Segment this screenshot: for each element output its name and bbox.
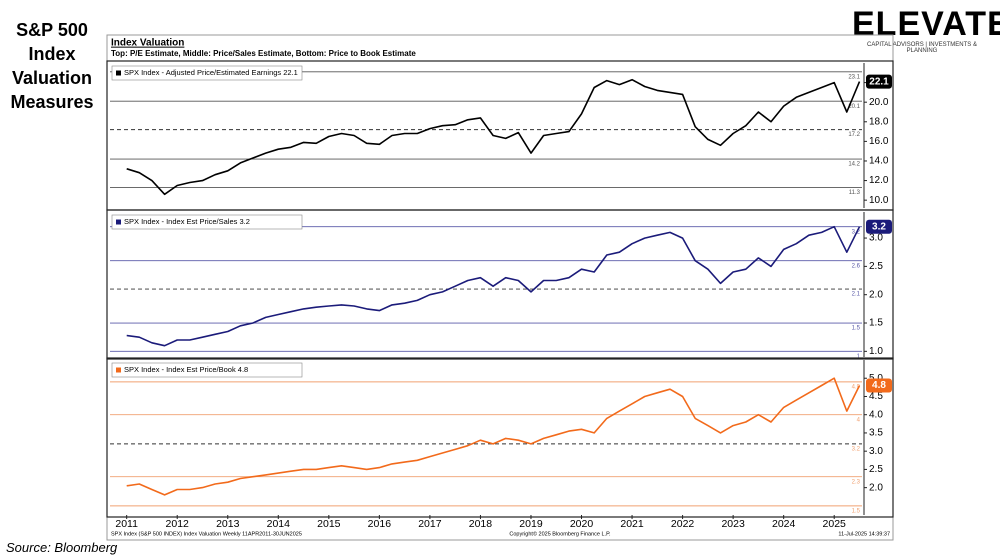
last-value-label: 4.8: [872, 380, 886, 391]
reference-label: 3.2: [852, 446, 861, 452]
y-tick-label: 2.0: [869, 289, 883, 300]
reference-label: 14.2: [848, 162, 860, 168]
y-tick-label: 12.0: [869, 175, 889, 186]
reference-label: 1.5: [852, 326, 861, 332]
x-tick-label: 2021: [620, 518, 644, 530]
logo: ELEVATE CAPITAL ADVISORS | INVESTMENTS & …: [852, 5, 1000, 54]
y-tick-label: 4.0: [869, 409, 883, 420]
logo-tagline: CAPITAL ADVISORS | INVESTMENTS & PLANNIN…: [867, 42, 977, 54]
page-title: S&P 500 Index Valuation Measures: [10, 20, 94, 112]
footer-center: Copyright© 2025 Bloomberg Finance L.P.: [509, 530, 611, 537]
reference-label: 4: [857, 417, 861, 423]
x-tick-label: 2024: [772, 518, 796, 530]
reference-label: 2.3: [852, 479, 861, 485]
reference-label: 23.1: [848, 74, 860, 80]
y-tick-label: 1.0: [869, 346, 883, 357]
x-tick-label: 2012: [166, 518, 190, 530]
source: Source: Bloomberg: [6, 540, 118, 555]
last-value-label: 3.2: [872, 221, 886, 232]
y-tick-label: 18.0: [869, 116, 889, 127]
reference-label: 17.2: [848, 132, 860, 138]
legend-label: SPX Index - Index Est Price/Book 4.8: [124, 365, 248, 374]
reference-label: 20.1: [848, 104, 860, 110]
legend-swatch: [116, 70, 121, 76]
x-tick-label: 2014: [267, 518, 291, 530]
x-tick-label: 2013: [216, 518, 240, 530]
reference-label: 2.1: [852, 292, 861, 298]
reference-label: 1.5: [852, 508, 861, 514]
legend-box: [111, 65, 303, 81]
reference-label: 11.3: [849, 190, 861, 196]
reference-label: 4.9: [852, 384, 861, 390]
y-tick-label: 10.0: [869, 195, 889, 206]
y-tick-label: 3.0: [869, 233, 883, 244]
y-tick-label: 1.5: [869, 318, 883, 329]
last-value-badge: [866, 378, 892, 393]
legend-box: [111, 362, 303, 378]
y-tick-label: 14.0: [869, 156, 889, 167]
logo-name: ELEVATE: [852, 5, 1000, 43]
x-tick-label: 2025: [823, 518, 847, 530]
chart-subtitle: Top: P/E Estimate, Middle: Price/Sales E…: [111, 49, 416, 58]
legend-swatch: [116, 219, 121, 225]
y-tick-label: 3.0: [869, 446, 883, 457]
series-line: [126, 377, 861, 496]
x-tick-label: 2019: [519, 518, 543, 530]
y-tick-label: 2.5: [869, 464, 883, 475]
x-tick-label: 2018: [469, 518, 493, 530]
chart-title: Index Valuation: [111, 38, 184, 49]
last-value-badge: [866, 219, 892, 234]
y-tick-label: 2.0: [869, 482, 883, 493]
panel-frame: [106, 357, 894, 518]
legend-box: [111, 214, 303, 230]
legend-label: SPX Index - Adjusted Price/Estimated Ear…: [124, 68, 298, 77]
x-tick-label: 2020: [570, 518, 594, 530]
legend-swatch: [116, 367, 121, 373]
x-tick-label: 2022: [671, 518, 695, 530]
series-line: [126, 78, 861, 196]
legend-label: SPX Index - Index Est Price/Sales 3.2: [124, 217, 250, 226]
panel-frame: [106, 209, 894, 360]
series-line: [126, 225, 861, 347]
footer-left: SPX Index (S&P 500 INDEX) Index Valuatio…: [111, 531, 302, 537]
x-tick-label: 2023: [721, 518, 745, 530]
last-value-badge: [866, 74, 892, 89]
reference-label: 2.6: [852, 263, 861, 269]
last-value-label: 22.1: [869, 76, 889, 87]
y-tick-label: 20.0: [869, 97, 889, 108]
y-tick-label: 2.5: [869, 261, 883, 272]
y-tick-label: 3.5: [869, 428, 883, 439]
footer-right: 11-Jul-2025 14:39:37: [838, 531, 890, 537]
y-tick-label: 16.0: [869, 136, 889, 147]
x-tick-label: 2015: [317, 518, 341, 530]
x-tick-label: 2016: [368, 518, 392, 530]
y-tick-label: 4.5: [869, 391, 883, 402]
chart-frame: [106, 34, 894, 541]
y-tick-label: 5.0: [869, 373, 883, 384]
x-tick-label: 2011: [115, 518, 138, 530]
reference-label: 1: [857, 354, 861, 360]
x-tick-label: 2017: [418, 518, 442, 530]
